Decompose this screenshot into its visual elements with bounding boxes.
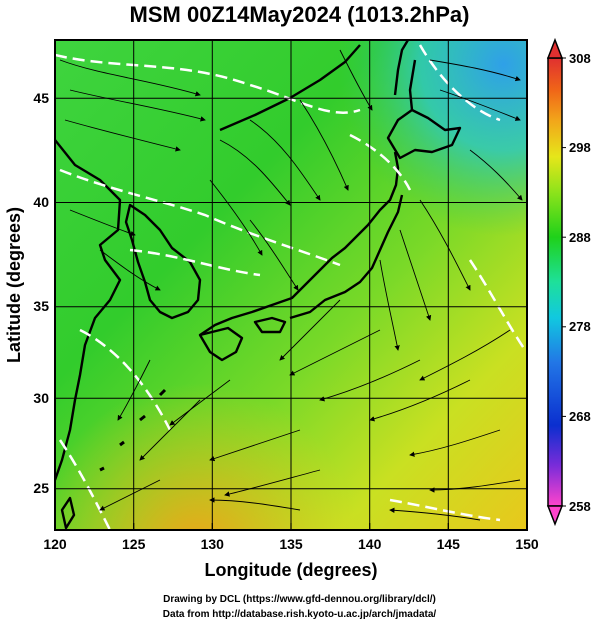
- x-tick-label: 130: [201, 536, 225, 552]
- wind-streamlines: [59, 49, 523, 521]
- colorbar-tick-label: 258: [569, 499, 591, 514]
- y-tick-label: 35: [33, 298, 49, 314]
- y-axis-label: Latitude (degrees): [4, 207, 24, 363]
- y-tick-label: 30: [33, 390, 49, 406]
- y-tick-label: 25: [33, 480, 49, 496]
- colorbar-tick-label: 278: [569, 319, 591, 334]
- colorbar-max-triangle: [546, 37, 564, 59]
- x-tick-label: 140: [358, 536, 382, 552]
- x-axis-label: Longitude (degrees): [204, 560, 377, 580]
- x-tick-label: 120: [43, 536, 67, 552]
- map-title: MSM 00Z14May2024 (1013.2hPa): [129, 2, 470, 27]
- colorbar-min-triangle: [546, 505, 564, 527]
- colorbar-tick-label: 288: [569, 230, 591, 245]
- x-tick-label: 150: [515, 536, 539, 552]
- x-tick-label: 145: [437, 536, 461, 552]
- x-tick-label: 125: [122, 536, 146, 552]
- temperature-field: [55, 40, 527, 530]
- credit-drawing: Drawing by DCL (https://www.gfd-dennou.o…: [163, 594, 436, 605]
- x-tick-label: 135: [279, 536, 303, 552]
- colorbar: 308 298 288 278 268 258: [546, 37, 591, 527]
- credit-data-source: Data from http://database.rish.kyoto-u.a…: [162, 609, 437, 620]
- colorbar-tick-label: 308: [569, 51, 591, 66]
- colorbar-tick-label: 298: [569, 140, 591, 155]
- y-tick-label: 45: [33, 90, 49, 106]
- grid-lines: [55, 40, 527, 530]
- colorbar-tick-label: 268: [569, 409, 591, 424]
- y-tick-label: 40: [33, 194, 49, 210]
- isotherm-contours: [55, 44, 527, 530]
- x-tick-marks: [54, 523, 528, 530]
